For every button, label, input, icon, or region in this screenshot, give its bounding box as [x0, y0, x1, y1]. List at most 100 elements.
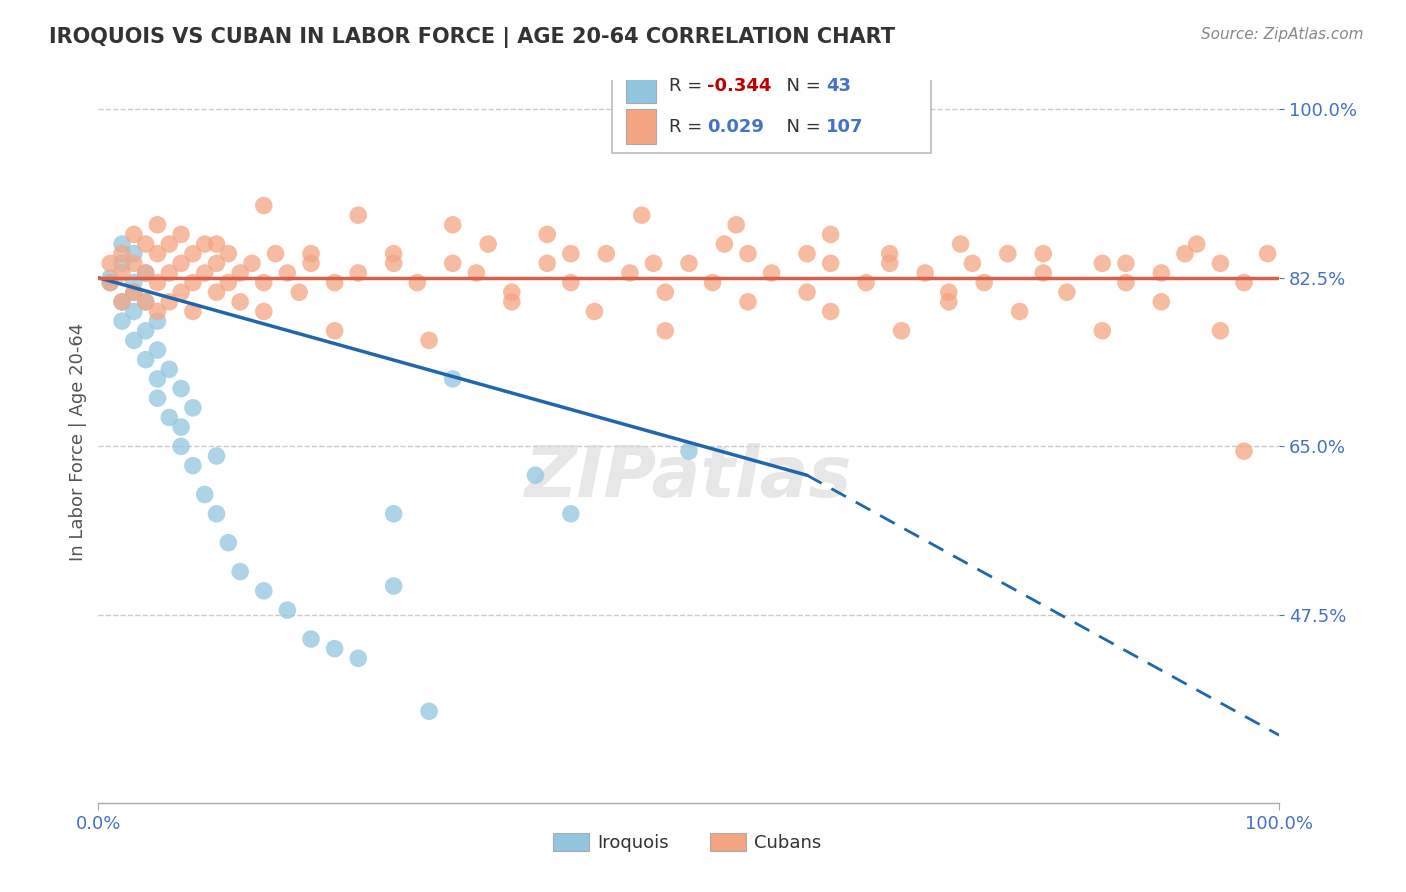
Point [820, 304, 842, 318]
Point [855, 276, 877, 290]
Point [157, 266, 180, 280]
Point [347, 266, 370, 280]
Point [879, 256, 901, 270]
Point [323, 641, 346, 656]
Text: R =: R = [669, 77, 707, 95]
Point [276, 266, 298, 280]
Point [1209, 324, 1232, 338]
Point [170, 256, 193, 270]
Point [253, 198, 276, 212]
Point [122, 276, 145, 290]
Point [170, 285, 193, 300]
Point [938, 294, 960, 309]
Point [418, 334, 440, 348]
Point [1056, 285, 1078, 300]
Point [796, 246, 818, 260]
Point [1185, 237, 1208, 252]
Point [299, 256, 322, 270]
Text: Iroquois: Iroquois [596, 833, 668, 852]
Point [501, 285, 523, 300]
Point [111, 294, 134, 309]
Point [382, 579, 405, 593]
Point [796, 285, 818, 300]
Point [1150, 294, 1173, 309]
Text: N =: N = [775, 118, 827, 136]
Point [194, 266, 217, 280]
Y-axis label: In Labor Force | Age 20-64: In Labor Force | Age 20-64 [69, 322, 87, 561]
Point [1209, 256, 1232, 270]
Point [299, 632, 322, 646]
Point [157, 294, 180, 309]
Point [205, 285, 228, 300]
Text: IROQUOIS VS CUBAN IN LABOR FORCE | AGE 20-64 CORRELATION CHART: IROQUOIS VS CUBAN IN LABOR FORCE | AGE 2… [49, 27, 896, 48]
Point [630, 208, 652, 222]
Point [135, 294, 157, 309]
Point [111, 314, 134, 328]
Point [229, 294, 252, 309]
Point [595, 246, 617, 260]
Point [654, 285, 676, 300]
Point [146, 343, 169, 357]
Point [1115, 256, 1137, 270]
Point [1032, 246, 1054, 260]
Point [938, 285, 960, 300]
Text: -0.344: -0.344 [707, 77, 770, 95]
Point [323, 324, 346, 338]
Point [181, 276, 204, 290]
Point [347, 651, 370, 665]
Point [229, 565, 252, 579]
Point [1174, 246, 1197, 260]
Point [1115, 276, 1137, 290]
Text: R =: R = [669, 118, 707, 136]
Point [382, 507, 405, 521]
Point [122, 304, 145, 318]
Point [501, 294, 523, 309]
FancyBboxPatch shape [553, 833, 589, 851]
Point [194, 487, 217, 501]
Point [914, 266, 936, 280]
Point [122, 285, 145, 300]
Point [111, 246, 134, 260]
Point [382, 246, 405, 260]
Point [170, 420, 193, 434]
Point [122, 285, 145, 300]
FancyBboxPatch shape [612, 66, 931, 153]
Point [181, 246, 204, 260]
Point [465, 266, 488, 280]
Point [524, 468, 547, 483]
Point [135, 266, 157, 280]
Point [643, 256, 665, 270]
Point [441, 372, 464, 386]
Point [98, 276, 121, 290]
Point [323, 276, 346, 290]
Text: N =: N = [775, 77, 827, 95]
Point [122, 246, 145, 260]
Point [382, 256, 405, 270]
Text: Cubans: Cubans [754, 833, 821, 852]
Point [1233, 276, 1256, 290]
Point [276, 603, 298, 617]
Point [205, 449, 228, 463]
Point [560, 246, 582, 260]
Point [122, 227, 145, 242]
Point [146, 391, 169, 405]
Point [111, 256, 134, 270]
Point [181, 458, 204, 473]
Point [418, 704, 440, 718]
Point [477, 237, 499, 252]
Point [146, 304, 169, 318]
Point [135, 294, 157, 309]
Point [146, 218, 169, 232]
Point [98, 256, 121, 270]
Text: 43: 43 [825, 77, 851, 95]
Point [135, 324, 157, 338]
Point [299, 246, 322, 260]
Point [347, 208, 370, 222]
Point [761, 266, 783, 280]
Point [194, 237, 217, 252]
Point [1091, 256, 1114, 270]
Point [536, 256, 558, 270]
Point [264, 246, 287, 260]
Point [205, 256, 228, 270]
Point [111, 237, 134, 252]
